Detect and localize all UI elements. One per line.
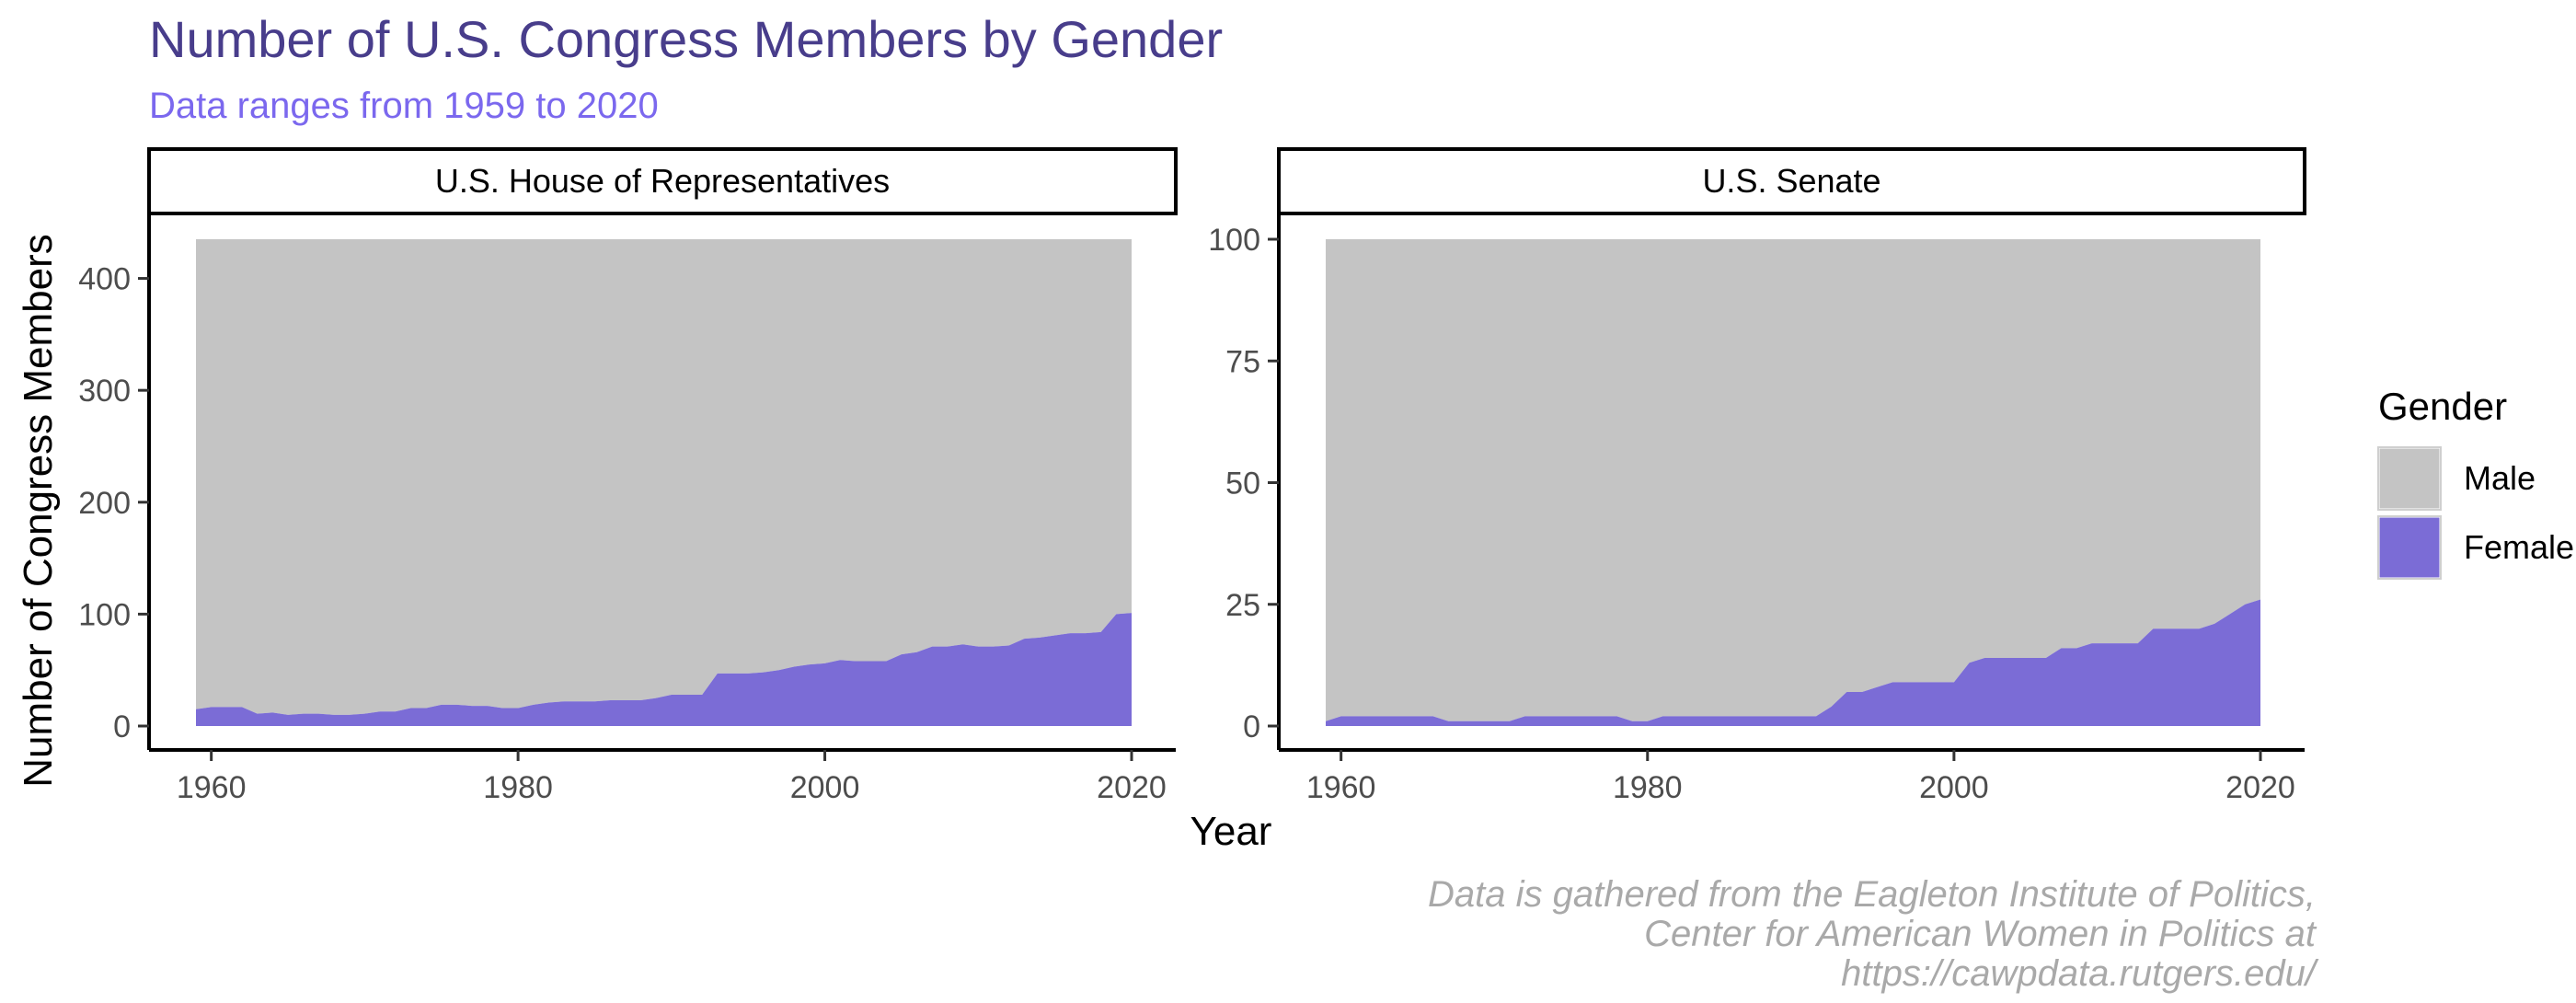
panels: U.S. House of Representatives 0 100 200 300 4… — [78, 147, 2306, 805]
chart-subtitle: Data ranges from 1959 to 2020 — [149, 86, 659, 126]
legend: Gender Male Female — [2376, 385, 2574, 581]
legend-label-female: Female — [2464, 528, 2574, 566]
y-tick-label: 50 — [1225, 467, 1260, 502]
x-tick-label: 1960 — [1306, 770, 1376, 805]
y-tick-label: 400 — [78, 262, 131, 297]
facet-strip — [147, 147, 1178, 215]
caption: Data is gathered from the Eagleton Insti… — [1428, 874, 2319, 994]
x-tick-label: 2020 — [1097, 770, 1167, 805]
y-tick-label: 200 — [78, 486, 131, 521]
legend-key-female — [2376, 514, 2443, 581]
y-tick-label: 100 — [78, 597, 131, 632]
y-tick-label: 25 — [1225, 588, 1260, 623]
legend-label-male: Male — [2464, 459, 2536, 497]
legend-key-border — [2377, 515, 2442, 580]
y-tick-label: 0 — [1243, 709, 1260, 744]
x-tick-label: 1980 — [483, 770, 553, 805]
panel-u-s-house-of-representatives: U.S. House of Representatives 0 100 200 300 4… — [78, 147, 1178, 805]
caption-line-3: https://cawpdata.rutgers.edu/ — [1841, 953, 2319, 994]
facet-strip-label: U.S. House of Representatives — [435, 162, 890, 200]
y-tick-label: 75 — [1225, 344, 1260, 379]
chart-title: Number of U.S. Congress Members by Gende… — [149, 10, 1223, 68]
x-tick-label: 2000 — [790, 770, 860, 805]
legend-key-border — [2377, 446, 2442, 511]
x-axis-title: Year — [1190, 809, 1272, 854]
panel-u-s-senate: U.S. Senate 0 25 50 75 100 1960 1980 2000 2020 — [1208, 147, 2306, 805]
legend-title: Gender — [2378, 385, 2507, 428]
x-tick-label: 1980 — [1613, 770, 1683, 805]
y-tick-label: 300 — [78, 374, 131, 409]
area-series-female — [196, 613, 1132, 726]
facet-strip — [1277, 147, 2306, 215]
y-tick-label: 0 — [113, 709, 131, 744]
caption-line-1: Data is gathered from the Eagleton Insti… — [1428, 874, 2316, 915]
x-tick-label: 2000 — [1919, 770, 1989, 805]
y-tick-label: 100 — [1208, 223, 1260, 258]
caption-line-2: Center for American Women in Politics at — [1644, 914, 2317, 954]
facet-strip-label: U.S. Senate — [1702, 162, 1880, 200]
legend-key-male — [2376, 445, 2443, 512]
x-tick-label: 1960 — [177, 770, 247, 805]
area-series-male — [196, 239, 1132, 715]
area-series-male — [1326, 239, 2260, 721]
y-axis-title: Number of Congress Members — [16, 234, 61, 788]
area-series-female — [1326, 599, 2260, 726]
x-tick-label: 2020 — [2225, 770, 2295, 805]
